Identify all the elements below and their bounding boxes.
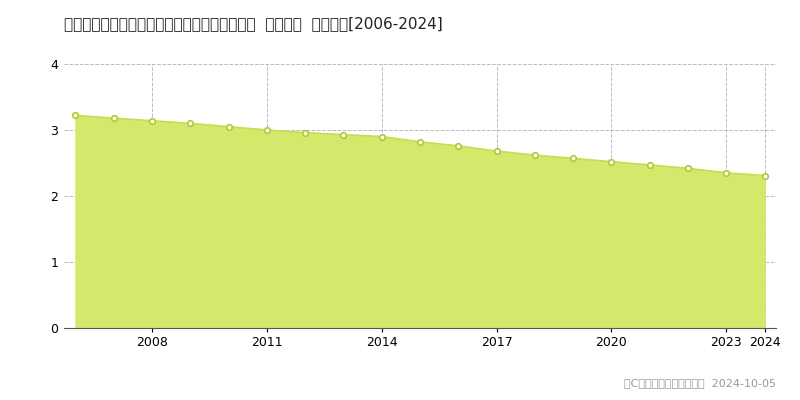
Text: （C）土地価格ドットコム  2024-10-05: （C）土地価格ドットコム 2024-10-05 — [624, 378, 776, 388]
Text: 愛知県北設楽郡設楽町津具字上町裏１７番３外  基準地価  地価推移[2006-2024]: 愛知県北設楽郡設楽町津具字上町裏１７番３外 基準地価 地価推移[2006-202… — [64, 16, 442, 31]
